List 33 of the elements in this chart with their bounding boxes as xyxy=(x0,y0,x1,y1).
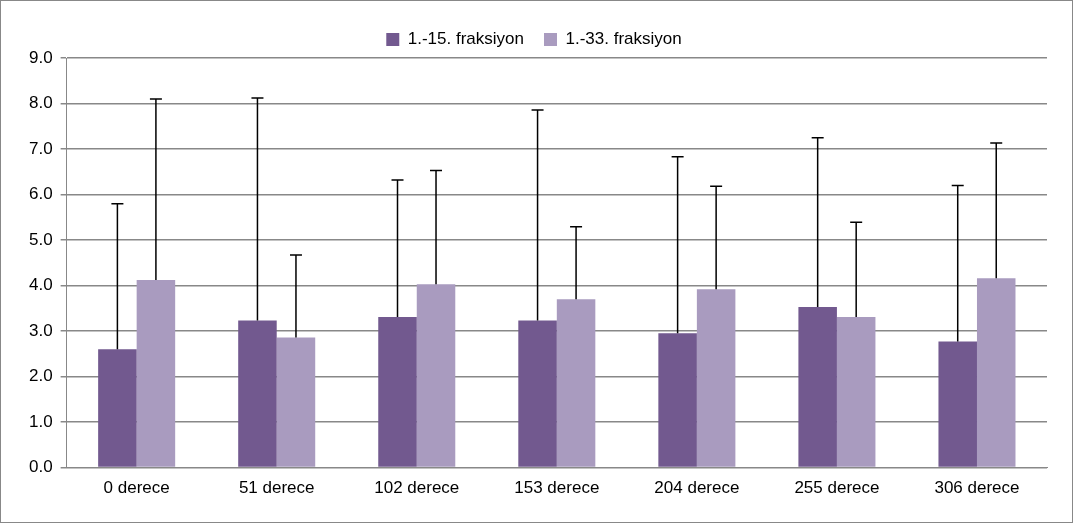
bar xyxy=(378,316,417,467)
bar xyxy=(658,333,697,467)
y-tick-label: 8.0 xyxy=(28,93,53,113)
y-tick-label: 6.0 xyxy=(28,184,53,204)
bar xyxy=(976,278,1016,467)
x-tick-label: 204 derece xyxy=(654,478,740,498)
bar xyxy=(798,306,837,467)
y-tick-label: 7.0 xyxy=(28,138,53,158)
y-tick-label: 5.0 xyxy=(28,229,53,249)
y-tick-label: 1.0 xyxy=(28,411,53,431)
bar xyxy=(518,320,557,467)
x-tick-label: 255 derece xyxy=(794,478,880,498)
y-tick-label: 9.0 xyxy=(28,47,53,67)
bar xyxy=(276,337,316,467)
legend-label: 1.-33. fraksiyon xyxy=(565,29,682,49)
bar xyxy=(136,280,176,467)
y-tick-label: 4.0 xyxy=(28,275,53,295)
x-tick-label: 153 derece xyxy=(514,478,600,498)
bar xyxy=(836,316,876,467)
bar xyxy=(98,349,137,467)
x-tick-label: 0 derece xyxy=(103,478,170,498)
y-tick-label: 3.0 xyxy=(28,320,53,340)
x-tick-label: 306 derece xyxy=(934,478,1020,498)
y-tick-label: 2.0 xyxy=(28,366,53,386)
bar xyxy=(416,284,456,467)
bar xyxy=(238,320,277,467)
y-tick-label: 0.0 xyxy=(28,457,53,477)
bar xyxy=(938,341,977,467)
bar xyxy=(556,299,596,467)
x-tick-label: 102 derece xyxy=(374,478,460,498)
bar xyxy=(696,289,736,467)
x-tick-label: 51 derece xyxy=(238,478,315,498)
legend-label: 1.-15. fraksiyon xyxy=(407,29,525,49)
